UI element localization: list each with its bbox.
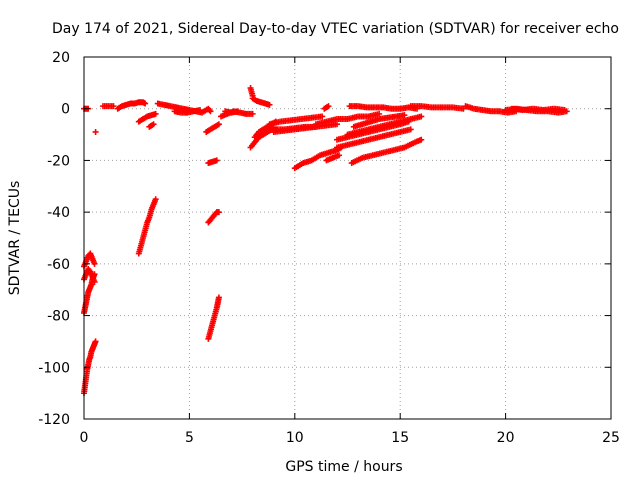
data-point <box>150 121 157 128</box>
data-points <box>81 85 570 397</box>
data-point <box>152 196 159 203</box>
data-point <box>91 278 98 285</box>
plot-frame <box>83 56 612 420</box>
y-tick-label: 0 <box>61 102 70 118</box>
x-tick-label: 0 <box>80 430 89 446</box>
data-point <box>234 108 241 115</box>
y-tick-label: -40 <box>47 205 70 221</box>
data-point <box>215 121 222 128</box>
y-tick-label: -60 <box>47 257 70 273</box>
x-tick-label: 25 <box>602 430 620 446</box>
data-point <box>92 338 99 345</box>
y-tick-label: 20 <box>52 50 70 66</box>
y-tick-label: -80 <box>47 309 70 325</box>
data-point <box>401 112 408 119</box>
y-tick-label: -100 <box>38 360 70 376</box>
y-axis-label: SDTVAR / TECUs <box>7 181 23 296</box>
data-point <box>207 108 214 115</box>
data-point <box>418 113 425 120</box>
x-tick-label: 20 <box>497 430 515 446</box>
y-tick-label: -120 <box>38 412 70 428</box>
x-tick-label: 10 <box>286 430 304 446</box>
data-point <box>376 110 383 117</box>
data-point <box>196 107 203 114</box>
x-tick-label: 15 <box>391 430 409 446</box>
axis-ticks: 0 5 10 15 20 25 20 0 -20 -40 -60 -80 -100 -120 <box>38 50 620 446</box>
data-point <box>92 128 99 135</box>
data-point <box>215 209 222 216</box>
data-point <box>336 152 343 159</box>
data-point <box>213 157 220 164</box>
chart-title: Day 174 of 2021, Sidereal Day-to-day VTE… <box>52 21 619 37</box>
data-point <box>110 103 117 110</box>
data-point <box>142 100 149 107</box>
data-point <box>152 110 159 117</box>
data-point <box>319 113 326 120</box>
x-axis-label: GPS time / hours <box>285 459 402 475</box>
data-point <box>418 136 425 143</box>
data-point <box>333 121 340 128</box>
data-point <box>215 294 222 301</box>
data-point <box>407 126 414 133</box>
y-tick-label: -20 <box>47 153 70 169</box>
data-point <box>91 260 98 267</box>
data-point <box>249 110 256 117</box>
data-point <box>561 107 568 114</box>
data-point <box>266 101 273 108</box>
x-tick-label: 5 <box>185 430 194 446</box>
data-point <box>325 103 332 110</box>
